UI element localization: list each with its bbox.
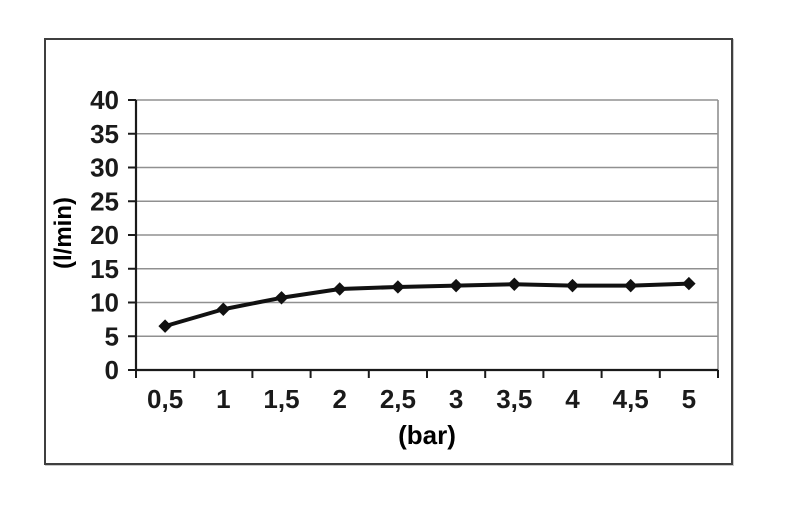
x-axis-tick-labels: 0,5 1 1,5 2 2,5 3 3,5 4 4,5 5 <box>147 384 696 414</box>
y-axis-title: (l/min) <box>50 197 77 269</box>
x-tick-label: 3 <box>449 384 463 414</box>
x-tick-label: 4 <box>565 384 580 414</box>
data-point-marker <box>623 278 638 293</box>
data-point-marker <box>216 302 231 316</box>
x-tick-label: 2,5 <box>380 384 416 414</box>
chart-frame <box>44 38 733 465</box>
data-point-marker <box>158 319 172 333</box>
x-tick-label: 3,5 <box>496 384 532 414</box>
y-tick-label: 30 <box>90 153 119 183</box>
x-tick-label: 4,5 <box>613 384 649 414</box>
x-tick-label: 1,5 <box>263 384 299 414</box>
x-axis-tick-marks <box>135 370 719 378</box>
series-line <box>163 281 691 329</box>
x-tick-label: 5 <box>682 384 696 414</box>
data-point-marker <box>332 282 347 296</box>
data-point-marker <box>682 276 696 291</box>
y-tick-label: 5 <box>105 321 119 351</box>
data-point-marker <box>507 277 522 291</box>
x-tick-label: 0,5 <box>147 384 183 414</box>
x-axis-title: (bar) <box>398 420 456 450</box>
data-point-marker <box>391 280 405 294</box>
y-tick-label: 10 <box>90 288 119 318</box>
data-point-marker <box>449 278 463 293</box>
y-tick-label: 0 <box>105 355 119 385</box>
gridlines <box>136 99 718 338</box>
x-tick-label: 1 <box>216 384 230 414</box>
y-tick-label: 35 <box>90 119 119 149</box>
y-tick-label: 40 <box>90 85 119 115</box>
y-tick-label: 25 <box>90 186 119 216</box>
data-point-marker <box>565 278 580 293</box>
data-point-marker <box>274 291 289 305</box>
data-series <box>158 276 696 333</box>
y-axis-tick-marks <box>128 99 136 371</box>
y-tick-label: 20 <box>90 220 119 250</box>
x-tick-label: 2 <box>332 384 346 414</box>
y-tick-label: 15 <box>90 254 119 284</box>
